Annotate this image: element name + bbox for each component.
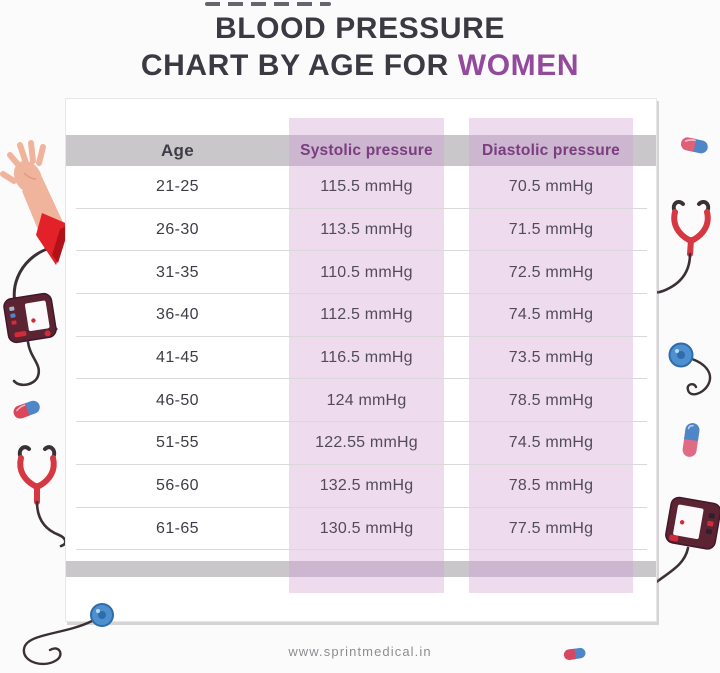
systolic-cell: 132.5 mmHg: [319, 477, 414, 495]
table-row: 41-45 116.5 mmHg 73.5 mmHg: [66, 337, 656, 380]
title-line2: CHART BY AGE FOR: [140, 49, 458, 82]
column-header-systolic: Systolic pressure: [300, 141, 433, 159]
diastolic-cell: 72.5 mmHg: [508, 263, 594, 281]
systolic-column-background: [289, 118, 444, 593]
table-row: 36-40 112.5 mmHg 74.5 mmHg: [66, 294, 656, 337]
diastolic-cell: 74.5 mmHg: [508, 434, 594, 452]
table-row: 46-50 124 mmHg 78.5 mmHg: [66, 379, 656, 422]
page-title: BLOOD PRESSURE CHART BY AGE FOR WOMEN: [0, 10, 720, 84]
bp-table-card: Age Systolic pressure Diastolic pressure…: [65, 98, 657, 622]
age-cell: 56-60: [156, 477, 199, 495]
stethoscope-icon: [17, 445, 67, 548]
table-body: 21-25 115.5 mmHg 70.5 mmHg 26-30 113.5 m…: [66, 166, 656, 550]
table-row: 61-65 130.5 mmHg 77.5 mmHg: [66, 508, 656, 551]
diastolic-cell: 78.5 mmHg: [508, 477, 594, 495]
title-line1: BLOOD PRESSURE: [214, 12, 506, 45]
bp-monitor-icon: [3, 292, 57, 387]
systolic-cell: 115.5 mmHg: [320, 178, 413, 196]
table-row: 31-35 110.5 mmHg 72.5 mmHg: [66, 251, 656, 294]
age-cell: 36-40: [156, 306, 199, 324]
systolic-cell: 113.5 mmHg: [320, 221, 413, 239]
pill-icon: [563, 647, 586, 660]
age-cell: 41-45: [156, 349, 199, 367]
pill-icon: [681, 137, 708, 154]
systolic-cell: 116.5 mmHg: [320, 349, 413, 367]
diastolic-cell: 70.5 mmHg: [508, 178, 594, 196]
systolic-cell: 110.5 mmHg: [320, 263, 413, 281]
systolic-cell: 130.5 mmHg: [319, 519, 414, 537]
systolic-cell: 124 mmHg: [326, 391, 407, 409]
diastolic-cell: 77.5 mmHg: [508, 519, 594, 537]
age-cell: 21-25: [156, 178, 199, 196]
table-row: 51-55 122.55 mmHg 74.5 mmHg: [66, 422, 656, 465]
column-header-diastolic: Diastolic pressure: [482, 141, 620, 159]
stethoscope-chestpiece-icon: [22, 603, 114, 666]
stethoscope-chestpiece-icon: [668, 342, 712, 396]
diastolic-cell: 71.5 mmHg: [508, 221, 594, 239]
age-cell: 61-65: [156, 519, 199, 537]
diastolic-cell: 78.5 mmHg: [508, 391, 594, 409]
age-cell: 46-50: [156, 391, 199, 409]
systolic-cell: 122.55 mmHg: [315, 434, 418, 452]
diastolic-column-background: [469, 118, 633, 593]
cropped-top-artifact: [205, 2, 331, 6]
table-row: 26-30 113.5 mmHg 71.5 mmHg: [66, 209, 656, 252]
title-highlight-women: WOMEN: [457, 49, 580, 82]
table-row: 21-25 115.5 mmHg 70.5 mmHg: [66, 166, 656, 209]
systolic-cell: 112.5 mmHg: [320, 306, 413, 324]
pill-icon: [682, 423, 700, 457]
age-cell: 51-55: [156, 434, 199, 452]
website-url: www.sprintmedical.in: [288, 644, 432, 659]
column-header-age: Age: [160, 140, 195, 160]
diastolic-cell: 74.5 mmHg: [508, 306, 594, 324]
age-cell: 26-30: [156, 221, 199, 239]
pill-icon: [13, 400, 40, 419]
table-row: 56-60 132.5 mmHg 78.5 mmHg: [66, 465, 656, 508]
diastolic-cell: 73.5 mmHg: [508, 349, 594, 367]
age-cell: 31-35: [156, 263, 199, 281]
table-header-row: Age Systolic pressure Diastolic pressure: [66, 135, 656, 166]
